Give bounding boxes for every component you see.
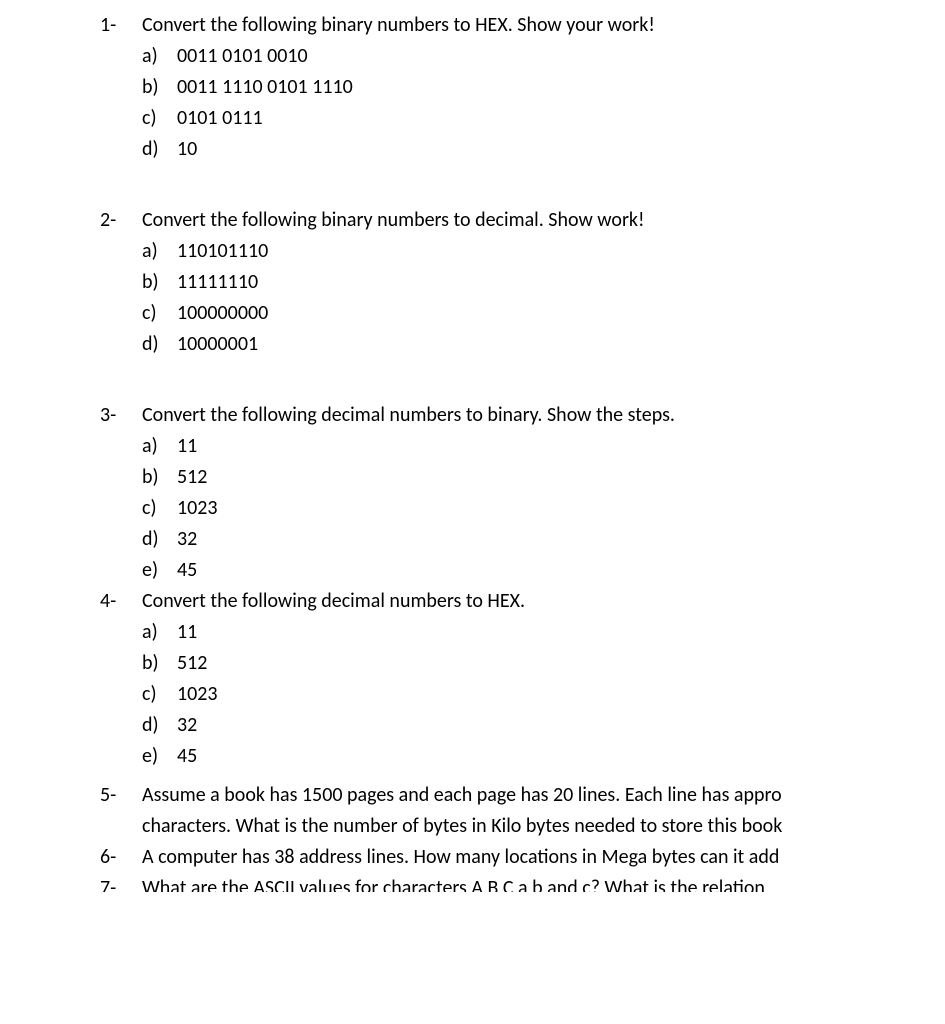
sub-letter: a) [142, 431, 177, 462]
question-3: 3- Convert the following decimal numbers… [100, 400, 945, 586]
sub-letter: b) [142, 72, 177, 103]
question-6: 6- A computer has 38 address lines. How … [100, 842, 945, 873]
sub-value: 512 [177, 648, 945, 679]
question-1: 1- Convert the following binary numbers … [100, 10, 945, 165]
sub-items: a) 11 b) 512 c) 1023 d) 32 e) 45 [100, 617, 945, 772]
question-prompt: Convert the following decimal numbers to… [142, 586, 945, 617]
question-prompt: A computer has 38 address lines. How man… [142, 842, 945, 873]
sub-value: 32 [177, 524, 945, 555]
sub-item: c) 1023 [142, 493, 945, 524]
sub-value: 45 [177, 555, 945, 586]
question-number: 3- [100, 400, 142, 431]
sub-item: e) 45 [142, 741, 945, 772]
sub-value: 10000001 [177, 329, 945, 360]
sub-value: 45 [177, 741, 945, 772]
sub-value: 110101110 [177, 236, 945, 267]
sub-item: c) 100000000 [142, 298, 945, 329]
sub-letter: c) [142, 298, 177, 329]
sub-value: 0011 0101 0010 [177, 41, 945, 72]
sub-letter: d) [142, 710, 177, 741]
question-prompt: Convert the following decimal numbers to… [142, 400, 945, 431]
sub-letter: d) [142, 329, 177, 360]
sub-item: d) 10000001 [142, 329, 945, 360]
sub-items: a) 110101110 b) 11111110 c) 100000000 d)… [100, 236, 945, 360]
question-line: 6- A computer has 38 address lines. How … [100, 842, 945, 873]
sub-value: 32 [177, 710, 945, 741]
question-number: 6- [100, 842, 142, 873]
question-number: 4- [100, 586, 142, 617]
sub-item: a) 0011 0101 0010 [142, 41, 945, 72]
question-prompt: Assume a book has 1500 pages and each pa… [142, 780, 945, 811]
question-number: 7- [100, 873, 142, 892]
sub-letter: a) [142, 617, 177, 648]
sub-value: 512 [177, 462, 945, 493]
sub-value: 1023 [177, 493, 945, 524]
sub-letter: b) [142, 462, 177, 493]
question-line: 2- Convert the following binary numbers … [100, 205, 945, 236]
sub-letter: e) [142, 555, 177, 586]
sub-item: a) 110101110 [142, 236, 945, 267]
sub-value: 1023 [177, 679, 945, 710]
sub-value: 0011 1110 0101 1110 [177, 72, 945, 103]
sub-letter: b) [142, 267, 177, 298]
sub-item: d) 32 [142, 710, 945, 741]
sub-value: 0101 0111 [177, 103, 945, 134]
question-2: 2- Convert the following binary numbers … [100, 205, 945, 360]
sub-item: b) 512 [142, 462, 945, 493]
question-number: 2- [100, 205, 142, 236]
question-line: 4- Convert the following decimal numbers… [100, 586, 945, 617]
question-5: 5- Assume a book has 1500 pages and each… [100, 780, 945, 842]
sub-value: 100000000 [177, 298, 945, 329]
sub-item: a) 11 [142, 431, 945, 462]
sub-item: d) 32 [142, 524, 945, 555]
sub-item: e) 45 [142, 555, 945, 586]
sub-value: 11 [177, 431, 945, 462]
sub-value: 11111110 [177, 267, 945, 298]
sub-item: c) 0101 0111 [142, 103, 945, 134]
question-prompt: What are the ASCII values for characters… [142, 873, 945, 892]
sub-items: a) 11 b) 512 c) 1023 d) 32 e) 45 [100, 431, 945, 586]
question-line: 7- What are the ASCII values for charact… [100, 873, 945, 892]
sub-letter: e) [142, 741, 177, 772]
question-prompt: Convert the following binary numbers to … [142, 10, 945, 41]
question-line: 3- Convert the following decimal numbers… [100, 400, 945, 431]
sub-item: d) 10 [142, 134, 945, 165]
sub-value: 10 [177, 134, 945, 165]
sub-letter: c) [142, 679, 177, 710]
question-4: 4- Convert the following decimal numbers… [100, 586, 945, 772]
question-number: 5- [100, 780, 142, 811]
sub-letter: d) [142, 134, 177, 165]
question-continuation: characters. What is the number of bytes … [100, 811, 945, 842]
sub-item: c) 1023 [142, 679, 945, 710]
question-7: 7- What are the ASCII values for charact… [100, 873, 945, 892]
sub-letter: d) [142, 524, 177, 555]
sub-letter: a) [142, 236, 177, 267]
sub-item: b) 0011 1110 0101 1110 [142, 72, 945, 103]
sub-letter: b) [142, 648, 177, 679]
question-number: 1- [100, 10, 142, 41]
sub-letter: a) [142, 41, 177, 72]
sub-items: a) 0011 0101 0010 b) 0011 1110 0101 1110… [100, 41, 945, 165]
question-line: 1- Convert the following binary numbers … [100, 10, 945, 41]
question-line: 5- Assume a book has 1500 pages and each… [100, 780, 945, 811]
sub-item: b) 11111110 [142, 267, 945, 298]
sub-item: a) 11 [142, 617, 945, 648]
sub-item: b) 512 [142, 648, 945, 679]
sub-letter: c) [142, 493, 177, 524]
question-prompt: Convert the following binary numbers to … [142, 205, 945, 236]
sub-letter: c) [142, 103, 177, 134]
sub-value: 11 [177, 617, 945, 648]
